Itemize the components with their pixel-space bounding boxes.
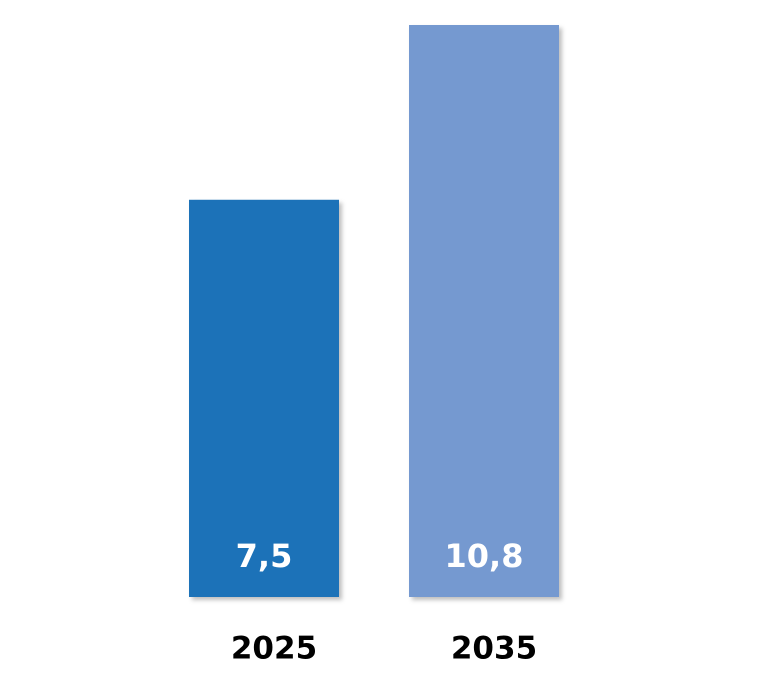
value-label: 10,8 — [445, 537, 524, 575]
value-label: 7,5 — [236, 537, 293, 575]
bar — [189, 199, 339, 597]
bar — [409, 25, 559, 597]
x-tick-label: 2025 — [231, 631, 317, 667]
x-tick-label: 2035 — [451, 631, 537, 667]
